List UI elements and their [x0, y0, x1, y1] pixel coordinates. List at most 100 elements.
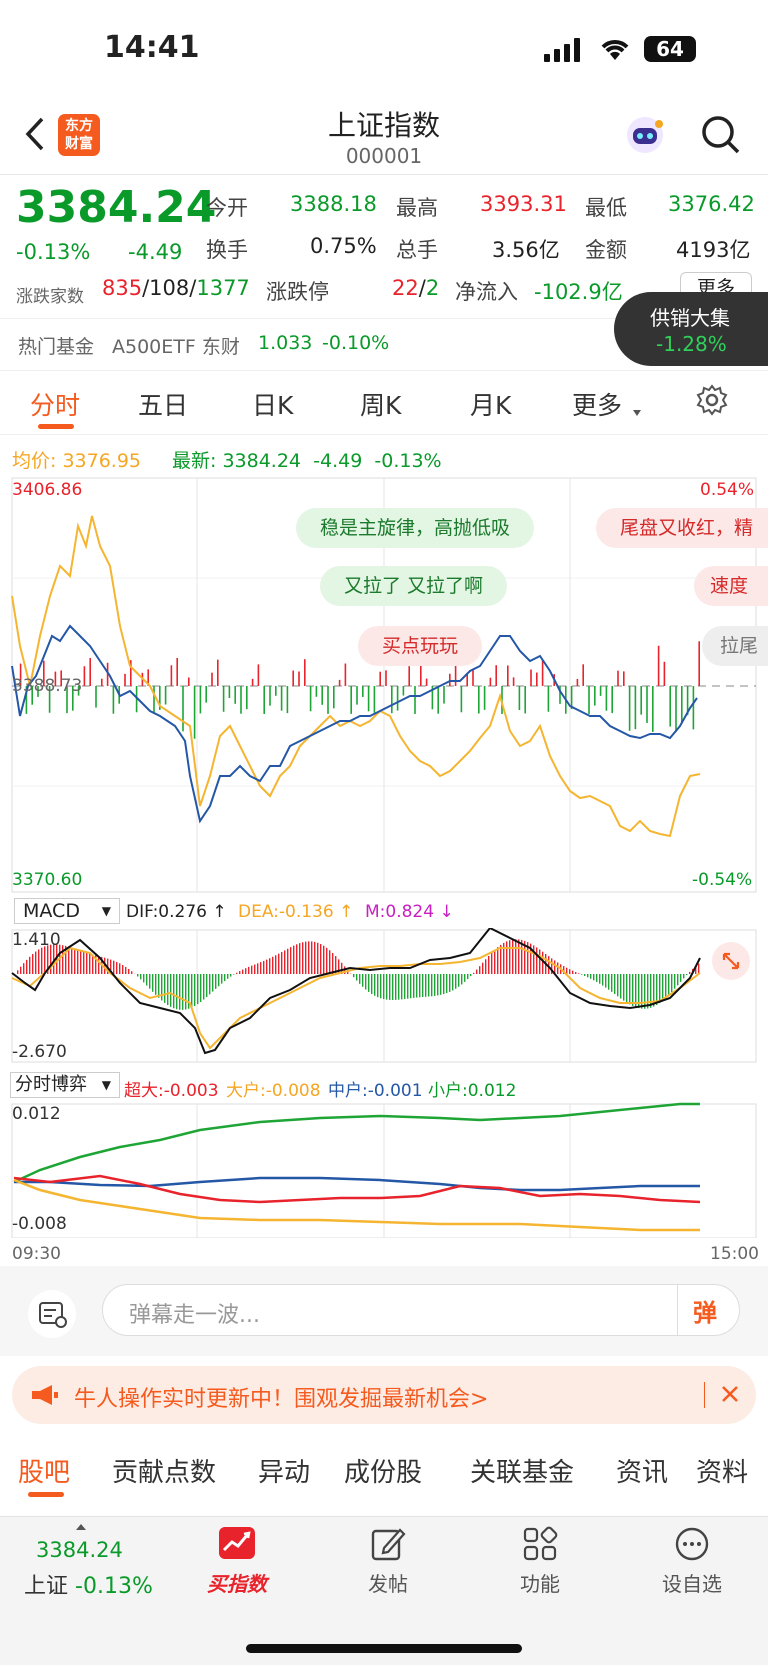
macd-bar: [581, 974, 583, 975]
nav-index-price[interactable]: 3384.24: [36, 1538, 123, 1562]
volume-bar: [588, 686, 590, 714]
macd-bar: [155, 974, 157, 995]
macd-chart[interactable]: [0, 928, 768, 1066]
volume-bar: [489, 677, 492, 686]
compose-post-icon[interactable]: [370, 1526, 406, 1566]
danmu-input-placeholder: 弹幕走一波...: [129, 1303, 260, 1328]
macd-bar: [683, 974, 685, 979]
danmu-bubble[interactable]: 稳是主旋律，高抛低吸: [296, 508, 535, 548]
macd-bar: [362, 974, 364, 987]
send-danmu-button[interactable]: 弹: [693, 1299, 717, 1327]
expand-chart-icon[interactable]: [712, 942, 750, 980]
hot-fund-name[interactable]: A500ETF 东财: [112, 336, 240, 358]
volume-bar: [356, 686, 358, 705]
macd-bar: [110, 959, 112, 974]
volume-bar: [83, 666, 86, 686]
search-icon[interactable]: [700, 114, 742, 160]
macd-bar: [50, 944, 52, 974]
tab-news[interactable]: 资讯: [616, 1458, 669, 1488]
amount-value: 4193亿: [676, 238, 751, 262]
post-button[interactable]: 发帖: [368, 1572, 408, 1596]
hot-fund-change: -0.10%: [322, 332, 390, 354]
macd-bar: [401, 974, 403, 1000]
high-label: 最高: [396, 196, 438, 220]
chart-settings-gear-icon[interactable]: [696, 384, 728, 420]
robot-assistant-icon[interactable]: [624, 114, 666, 160]
volume-bar: [77, 686, 80, 696]
macd-bar: [311, 941, 313, 974]
volume-bar: [408, 666, 410, 686]
macd-bar: [290, 947, 292, 974]
volume-bar: [327, 686, 329, 714]
macd-bar: [689, 971, 691, 974]
buy-index-button[interactable]: 买指数: [207, 1572, 267, 1596]
tab-components[interactable]: 成份股: [344, 1458, 423, 1488]
volume-bar: [559, 686, 561, 704]
back-icon[interactable]: [22, 116, 48, 156]
macd-selector[interactable]: MACD ▼: [14, 898, 120, 924]
danmu-bubble[interactable]: 拉尾: [702, 626, 768, 666]
danmu-bubble[interactable]: 又拉了 又拉了啊: [320, 566, 508, 606]
tab-movement[interactable]: 异动: [258, 1458, 311, 1488]
macd-bar: [500, 944, 502, 974]
macd-bar: [551, 958, 553, 974]
tab-related-funds[interactable]: 关联基金: [470, 1458, 575, 1488]
macd-bar: [323, 945, 325, 974]
macd-bar: [32, 954, 34, 974]
macd-bar: [80, 950, 82, 974]
tab-profile[interactable]: 资料: [696, 1458, 749, 1488]
macd-bar: [659, 974, 661, 1004]
functions-button[interactable]: 功能: [520, 1572, 560, 1596]
low-value: 3376.42: [668, 192, 755, 216]
macd-bar: [695, 966, 697, 974]
fund-flow-chart[interactable]: [0, 1102, 768, 1238]
volume-bar: [106, 662, 109, 686]
macd-bar: [251, 965, 253, 974]
volume-bar: [350, 686, 352, 714]
macd-bar: [35, 951, 37, 974]
volume-bar: [338, 679, 341, 686]
tab-intraday[interactable]: 分时: [30, 391, 81, 420]
volume-bar: [483, 686, 486, 710]
close-banner-icon[interactable]: [720, 1384, 740, 1408]
macd-bar: [539, 949, 541, 974]
danmu-input-field[interactable]: 弹幕走一波... 弹: [102, 1284, 740, 1336]
macd-bar: [392, 974, 394, 1000]
macd-bar: [71, 947, 73, 974]
tab-monthly-k[interactable]: 月K: [470, 391, 512, 420]
macd-bar: [158, 974, 160, 998]
volume-bar: [692, 686, 695, 730]
volume-bar: [344, 663, 347, 686]
flow-selector[interactable]: 分时博弈 ▼: [10, 1072, 120, 1098]
danmu-bubble[interactable]: 速度: [694, 566, 768, 606]
header-divider: [0, 174, 768, 175]
volume-bar: [101, 678, 103, 686]
buy-index-icon[interactable]: [218, 1526, 256, 1564]
macd-bar: [686, 974, 688, 976]
add-watchlist-icon[interactable]: [674, 1526, 710, 1566]
danmu-bubble[interactable]: 尾盘又收红，精: [596, 508, 768, 548]
macd-bar: [41, 947, 43, 974]
nav-index-label[interactable]: 上证 -0.13%: [24, 1574, 153, 1599]
macd-bar: [383, 974, 385, 1000]
tab-active-indicator: [38, 424, 74, 429]
tab-weekly-k[interactable]: 周K: [360, 391, 402, 420]
tab-five-day[interactable]: 五日: [138, 391, 189, 420]
floating-stock-badge[interactable]: 供销大集 -1.28%: [614, 292, 768, 366]
tab-guba[interactable]: 股吧: [18, 1458, 71, 1488]
danmu-settings-icon[interactable]: [28, 1290, 76, 1338]
open-value: 3388.18: [290, 192, 377, 216]
limit-values: 22/2: [392, 276, 440, 300]
watchlist-button[interactable]: 设自选: [662, 1572, 722, 1596]
tab-daily-k[interactable]: 日K: [252, 391, 294, 420]
open-label: 今开: [206, 196, 248, 220]
danmu-bubble[interactable]: 买点玩玩: [358, 626, 483, 666]
bottom-nav: [0, 1516, 768, 1665]
promo-banner[interactable]: 牛人操作实时更新中！围观发掘最新机会>: [12, 1366, 756, 1424]
tab-more[interactable]: 更多: [572, 391, 623, 420]
macd-bar: [572, 970, 574, 974]
functions-grid-icon[interactable]: [522, 1526, 558, 1566]
volume-bar: [298, 671, 300, 686]
volume-bar: [153, 686, 155, 714]
tab-contribution[interactable]: 贡献点数: [112, 1458, 217, 1488]
